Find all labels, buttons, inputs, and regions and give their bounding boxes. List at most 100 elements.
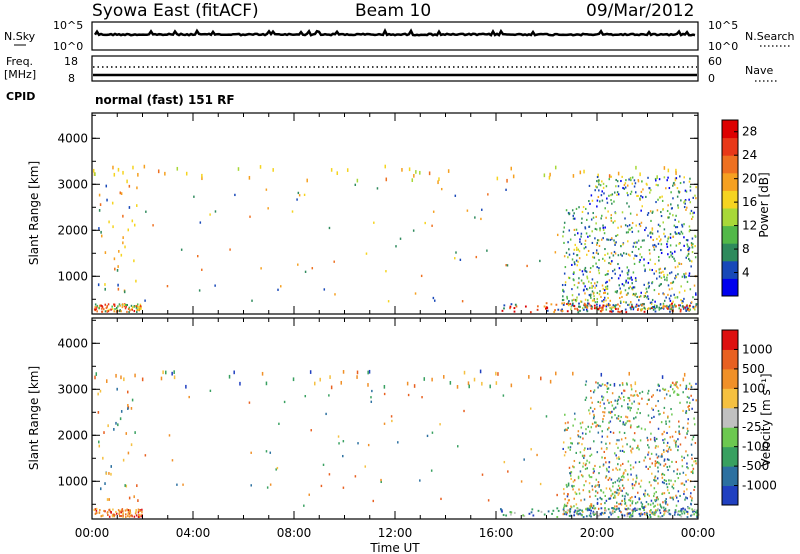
- echo-cell: [617, 446, 619, 449]
- echo-cell: [690, 260, 693, 263]
- echo-cell: [601, 306, 604, 309]
- echo-cell: [604, 273, 607, 276]
- echo-cell: [593, 295, 595, 298]
- colorbar-segment: [722, 190, 738, 209]
- echo-cell: [131, 219, 134, 223]
- echo-cell: [171, 371, 173, 376]
- echo-cell: [679, 514, 681, 517]
- echo-cell: [671, 252, 674, 255]
- echo-cell: [578, 492, 581, 495]
- echo-cell: [94, 308, 96, 311]
- echo-cell: [105, 306, 108, 309]
- echo-cell: [320, 484, 323, 488]
- colorbar-segment: [722, 330, 738, 350]
- echo-cell: [575, 492, 578, 496]
- echo-cell: [568, 300, 570, 303]
- echo-cell: [666, 486, 669, 489]
- echo-cell: [545, 302, 548, 305]
- echo-cell: [596, 498, 599, 501]
- echo-cell: [573, 459, 576, 463]
- echo-cell: [694, 511, 697, 514]
- echo-cell: [120, 410, 123, 413]
- echo-cell: [304, 270, 307, 273]
- echo-cell: [653, 436, 656, 439]
- echo-cell: [599, 512, 602, 515]
- echo-cell: [667, 448, 670, 451]
- echo-cell: [565, 251, 568, 254]
- echo-cell: [209, 389, 212, 392]
- echo-cell: [677, 513, 679, 516]
- echo-cell: [505, 264, 507, 267]
- colorbar-segment: [722, 407, 738, 428]
- echo-cell: [675, 171, 677, 175]
- echo-cell: [631, 402, 633, 405]
- echo-cell: [583, 169, 585, 174]
- echo-cell: [633, 394, 636, 397]
- echo-cell: [260, 267, 262, 270]
- echo-cell: [667, 305, 670, 308]
- echo-cell: [583, 282, 585, 285]
- colorbar-segment: [722, 349, 738, 370]
- echo-cell: [595, 284, 598, 287]
- echo-cell: [623, 499, 626, 502]
- echo-cell: [139, 305, 142, 308]
- echo-cell: [603, 232, 606, 235]
- echo-cell: [629, 285, 631, 288]
- echo-cell: [598, 267, 600, 270]
- echo-cell: [628, 399, 631, 402]
- echo-cell: [561, 299, 564, 302]
- echo-cell: [617, 493, 620, 496]
- echo-cell: [114, 307, 116, 311]
- echo-cell: [653, 476, 656, 479]
- echo-cell: [201, 176, 203, 181]
- echo-cell: [640, 512, 643, 515]
- echo-cell: [660, 421, 663, 424]
- echo-cell: [626, 225, 629, 228]
- echo-cell: [589, 294, 592, 297]
- echo-cell: [662, 270, 664, 273]
- echo-cell: [694, 245, 696, 248]
- echo-cell: [627, 277, 629, 280]
- echo-cell: [513, 511, 516, 514]
- echo-cell: [667, 236, 670, 239]
- echo-cell: [166, 285, 169, 288]
- echo-cell: [687, 308, 689, 311]
- echo-cell: [598, 485, 600, 488]
- echo-cell: [428, 171, 431, 176]
- echo-cell: [139, 509, 141, 512]
- echo-cell: [605, 487, 608, 490]
- echo-cell: [578, 513, 580, 516]
- echo-cell: [568, 514, 571, 517]
- echo-cell: [662, 208, 664, 211]
- echo-cell: [604, 476, 607, 479]
- echo-cell: [617, 398, 620, 401]
- echo-cell: [585, 305, 588, 308]
- echo-cell: [589, 454, 591, 458]
- echo-cell: [563, 255, 566, 258]
- echo-cell: [688, 246, 691, 249]
- echo-cell: [663, 458, 666, 461]
- echo-cell: [569, 472, 572, 475]
- echo-cell: [600, 384, 602, 387]
- echo-cell: [591, 241, 594, 244]
- echo-cell: [586, 302, 589, 305]
- echo-cell: [694, 234, 696, 237]
- echo-cell: [306, 178, 308, 183]
- echo-cell: [569, 474, 572, 477]
- echo-cell: [619, 419, 621, 422]
- echo-cell: [677, 265, 679, 268]
- echo-cell: [609, 442, 611, 445]
- echo-cell: [691, 457, 693, 460]
- echo-cell: [585, 508, 587, 511]
- echo-cell: [560, 309, 563, 312]
- echo-cell: [419, 479, 421, 482]
- colorbar-tick-label: -500: [742, 459, 769, 473]
- echo-cell: [664, 267, 666, 270]
- echo-cell: [584, 226, 586, 229]
- echo-cell: [643, 512, 646, 515]
- echo-cell: [663, 397, 666, 400]
- echo-cell: [571, 485, 574, 488]
- echo-cell: [655, 453, 658, 456]
- echo-cell: [419, 170, 421, 175]
